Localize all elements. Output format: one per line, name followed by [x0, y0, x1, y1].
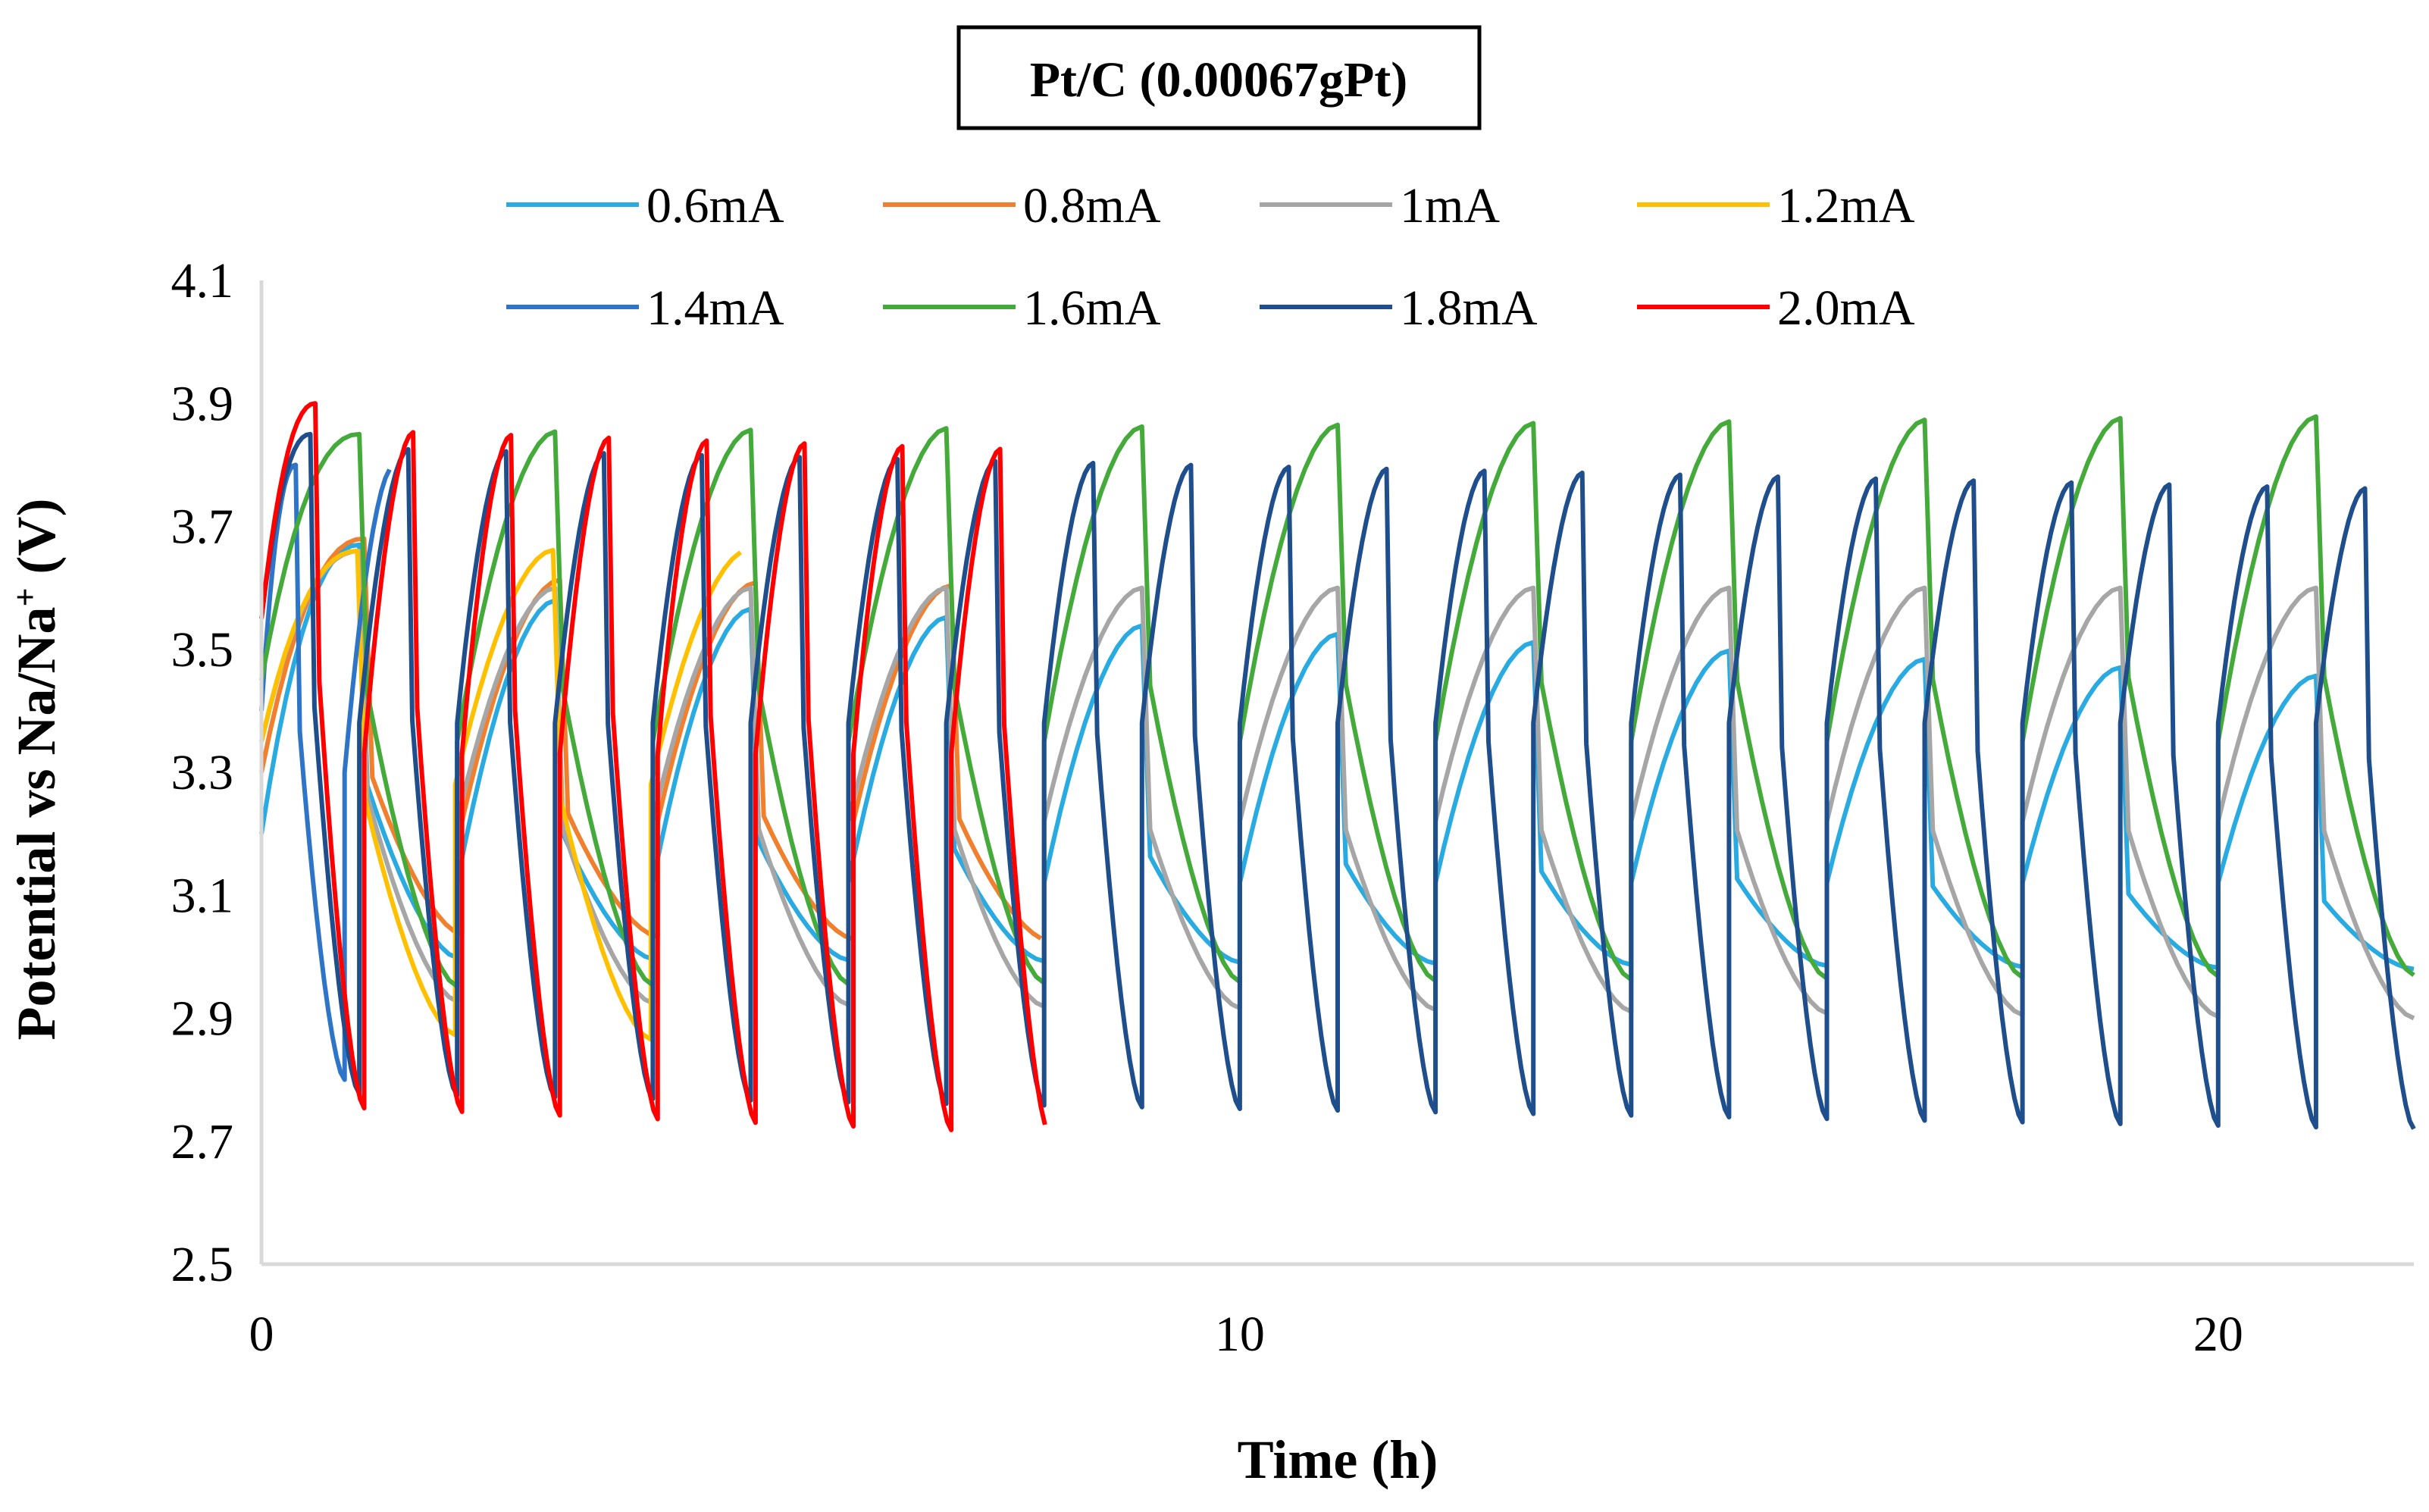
x-tick-label: 20 [2193, 1307, 2243, 1362]
legend-item: 1mA [1260, 178, 1500, 233]
plot-area [259, 280, 2416, 1266]
y-tick-label: 2.9 [171, 991, 234, 1047]
x-axis-label: Time (h) [1238, 1429, 1438, 1490]
legend-label: 0.8mA [1023, 178, 1161, 233]
legend-item: 1.6mA [883, 280, 1161, 336]
title-box [956, 25, 1482, 130]
legend-label: 0.6mA [646, 178, 784, 233]
y-axis-label: Potential vs Na/Na+ (V) [6, 499, 67, 1041]
y-tick-label: 2.7 [171, 1114, 234, 1169]
legend-label: 2.0mA [1777, 280, 1915, 336]
chart-title: Pt/C (0.00067gPt) [956, 25, 1482, 130]
legend-item: 0.6mA [506, 178, 784, 233]
series-line [259, 431, 2416, 1130]
y-tick-label: 2.5 [171, 1237, 234, 1292]
legend-label: 1.8mA [1400, 280, 1538, 336]
y-tick-label: 3.3 [171, 745, 234, 800]
legend-item: 2.0mA [1637, 280, 1915, 336]
series-line [259, 401, 1047, 1132]
y-axis-label-tail: (V) [6, 499, 67, 588]
y-tick-label: 3.1 [171, 868, 234, 923]
legend-item: 1.8mA [1260, 280, 1538, 336]
x-tick-labels: 0 10 20 [249, 1307, 2243, 1362]
legend: 0.6mA 0.8mA 1mA 1.2mA 1.4mA 1.6mA 1.8mA 2.0mA [506, 178, 1915, 336]
legend-label: 1.4mA [646, 280, 784, 336]
series-group [259, 401, 2416, 1132]
legend-item: 1.4mA [506, 280, 784, 336]
title-text: Pt/C (0.00067gPt) [1030, 52, 1408, 108]
legend-item: 0.8mA [883, 178, 1161, 233]
y-tick-label: 3.7 [171, 499, 234, 555]
y-axis-label-main: Potential vs Na/Na [6, 607, 67, 1041]
y-tick-label: 3.5 [171, 622, 234, 678]
series-line [259, 548, 2415, 1021]
legend-label: 1.6mA [1023, 280, 1161, 336]
legend-label: 1mA [1400, 178, 1500, 233]
y-axis-label-sup: + [7, 587, 44, 606]
x-tick-label: 0 [249, 1307, 274, 1362]
y-tick-label: 4.1 [171, 253, 234, 308]
x-tick-label: 10 [1215, 1307, 1265, 1362]
legend-item: 1.2mA [1637, 178, 1915, 233]
legend-label: 1.2mA [1777, 178, 1915, 233]
y-tick-label: 3.9 [171, 376, 234, 431]
y-tick-labels: 2.5 2.7 2.9 3.1 3.3 3.5 3.7 3.9 4.1 [171, 253, 234, 1292]
